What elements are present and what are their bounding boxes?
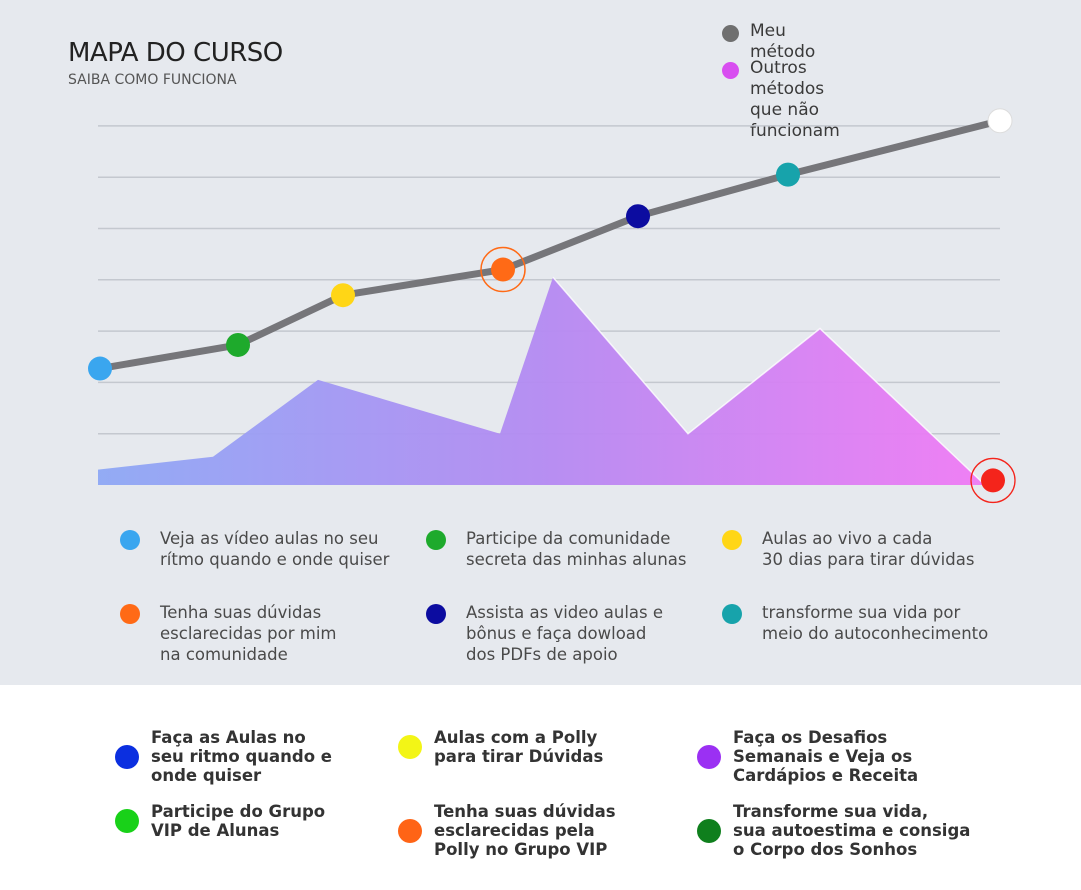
end-marker-ring — [970, 457, 1016, 504]
legend-dot-icon — [722, 62, 739, 79]
line-point-4 — [491, 257, 515, 282]
step-dot-icon — [120, 604, 140, 624]
step-dot-icon — [426, 604, 446, 624]
step-dot-icon — [697, 818, 721, 843]
line-point-6 — [776, 162, 800, 187]
step-text: Faça as Aulas no seu ritmo quando e onde… — [151, 728, 332, 785]
step-dot-icon — [115, 744, 139, 769]
step-text: Participe da comunidade secreta das minh… — [466, 529, 687, 569]
step-text: Tenha suas dúvidas esclarecidas pela Pol… — [434, 802, 616, 859]
step-text: Assista as video aulas e bônus e faça do… — [466, 603, 664, 664]
line-point-2 — [226, 332, 250, 357]
step-text: Faça os Desafios Semanais e Veja os Card… — [733, 728, 919, 785]
step-dot-icon — [398, 735, 422, 759]
step-dot-icon — [426, 530, 446, 550]
step-text: Aulas com a Polly para tirar Dúvidas — [434, 728, 604, 766]
course-map-chart — [88, 108, 1016, 504]
step-dot-icon — [722, 530, 742, 550]
line-point-7 — [987, 108, 1013, 134]
chart-subtitle: SAIBA COMO FUNCIONA — [68, 72, 237, 88]
chart-title: MAPA DO CURSO — [68, 38, 283, 68]
step-dot-icon — [398, 818, 422, 843]
step-text: Transforme sua vida, sua autoestima e co… — [733, 802, 971, 859]
step-dot-icon — [697, 744, 721, 769]
step-text: Veja as vídeo aulas no seu rítmo quando … — [160, 529, 390, 569]
line-point-1 — [88, 356, 112, 381]
line-point-5 — [626, 204, 650, 229]
step-text: Tenha suas dúvidas esclarecidas por mim … — [160, 603, 337, 664]
legend-dot-icon — [722, 25, 739, 42]
point-highlight-ring — [480, 246, 526, 293]
area-outline — [552, 276, 986, 486]
line-point-3 — [331, 283, 355, 308]
area-outros-metodos — [98, 277, 985, 485]
legend-label: Meu método — [750, 21, 816, 62]
step-dot-icon — [120, 530, 140, 550]
step-text: Aulas ao vivo a cada 30 dias para tirar … — [762, 529, 975, 569]
step-dot-icon — [722, 604, 742, 624]
end-marker-point — [981, 468, 1005, 493]
step-text: transforme sua vida por meio do autoconh… — [762, 603, 989, 643]
step-dot-icon — [115, 809, 139, 833]
step-text: Participe do Grupo VIP de Alunas — [151, 802, 326, 840]
